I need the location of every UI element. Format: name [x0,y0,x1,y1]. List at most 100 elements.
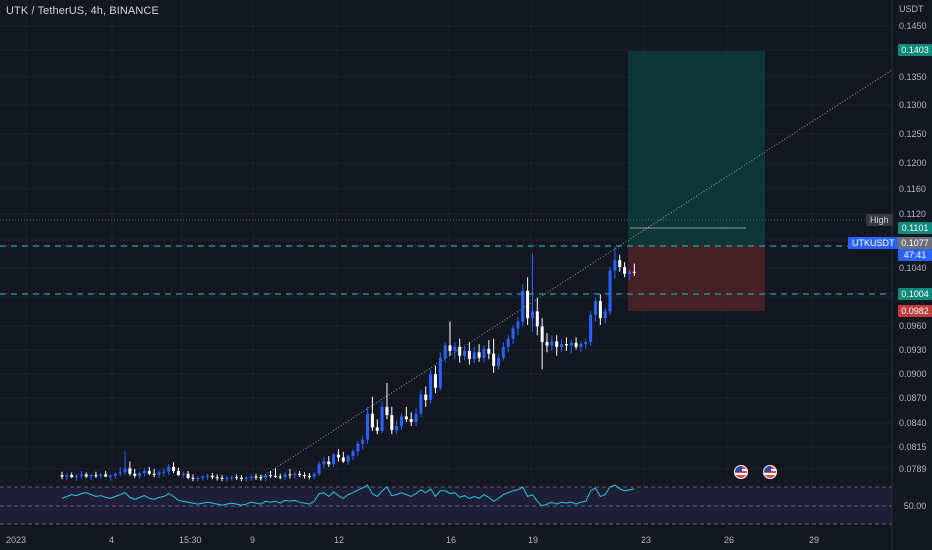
candle[interactable] [157,470,161,478]
candle[interactable] [128,461,132,476]
candle[interactable] [210,473,214,480]
candle[interactable] [497,353,500,370]
candle[interactable] [298,471,302,478]
candle[interactable] [351,449,355,461]
candle[interactable] [307,473,311,480]
candle[interactable] [346,454,350,465]
us-flag-event-icon[interactable] [734,465,748,479]
candle[interactable] [273,468,277,478]
candle[interactable] [254,473,258,480]
candle[interactable] [196,475,200,482]
candle[interactable] [492,338,496,373]
candle[interactable] [176,467,180,476]
candle[interactable] [521,284,525,327]
candle[interactable] [589,311,593,346]
rsi-pane[interactable] [0,484,892,525]
candle[interactable] [560,338,564,353]
candle[interactable] [555,335,559,356]
candle[interactable] [535,297,539,336]
candle[interactable] [409,412,413,427]
candle[interactable] [472,346,476,364]
candle[interactable] [501,342,505,361]
candle[interactable] [623,262,627,278]
candle[interactable] [322,457,326,469]
candle[interactable] [477,344,481,362]
candle[interactable] [370,396,374,431]
candle[interactable] [99,473,103,479]
candle[interactable] [186,471,190,480]
candle[interactable] [443,342,447,363]
candle[interactable] [133,469,137,478]
candle[interactable] [506,335,510,353]
candle[interactable] [259,474,263,481]
symbol-title[interactable]: UTK / TetherUS, 4h, BINANCE [6,5,159,17]
candle[interactable] [341,451,345,463]
candle[interactable] [482,345,486,363]
time-axis[interactable]: 2023 4 15:30 9 12 16 19 23 26 29 [6,535,819,545]
take-profit-zone[interactable] [628,51,765,245]
candle[interactable] [336,449,340,462]
candle[interactable] [584,338,588,349]
candle[interactable] [395,420,399,435]
candle[interactable] [89,473,93,480]
candle[interactable] [215,474,219,481]
candle[interactable] [312,472,316,480]
candle[interactable] [269,471,273,478]
candle[interactable] [375,419,379,435]
candle[interactable] [283,472,287,480]
candle[interactable] [167,464,171,476]
candle[interactable] [118,466,122,477]
candle[interactable] [487,340,491,360]
candle[interactable] [60,471,64,480]
candle[interactable] [181,471,185,478]
candle[interactable] [404,406,408,422]
candle[interactable] [545,333,549,353]
candle[interactable] [239,475,243,482]
candle[interactable] [191,474,195,482]
candle[interactable] [172,462,176,474]
candle[interactable] [230,475,234,481]
candle[interactable] [94,471,98,478]
candle[interactable] [400,413,403,431]
candle[interactable] [288,469,292,479]
candle[interactable] [123,451,127,476]
candle[interactable] [390,406,394,435]
candle[interactable] [327,456,331,467]
candle[interactable] [564,337,568,351]
candle[interactable] [366,406,370,444]
candle[interactable] [540,318,544,370]
candle[interactable] [147,466,151,476]
candle[interactable] [152,469,156,478]
candle[interactable] [526,277,530,326]
candle[interactable] [458,338,462,363]
candle[interactable] [613,246,617,279]
candle[interactable] [574,337,578,350]
candle[interactable] [235,474,239,480]
candle[interactable] [530,253,534,332]
candle[interactable] [618,254,622,272]
candle[interactable] [608,267,612,315]
candle[interactable] [569,340,573,354]
candle[interactable] [448,321,452,356]
candle[interactable] [463,345,467,361]
candle[interactable] [138,471,142,479]
candle[interactable] [603,307,607,324]
candle[interactable] [162,468,166,477]
candle[interactable] [206,473,209,480]
candle[interactable] [429,369,433,404]
candle[interactable] [414,408,418,427]
candle[interactable] [579,341,583,353]
candle[interactable] [424,386,428,407]
candle[interactable] [361,435,365,450]
stop-loss-zone[interactable] [628,245,765,311]
candle[interactable] [317,461,321,477]
candle[interactable] [244,475,248,482]
candle[interactable] [303,472,306,479]
us-flag-event-icon[interactable] [763,465,777,479]
candlestick-series[interactable] [60,246,636,482]
candle[interactable] [594,297,597,322]
trend-line[interactable] [259,69,893,479]
candle[interactable] [104,471,108,478]
candle[interactable] [249,474,253,481]
candle[interactable] [142,468,146,477]
